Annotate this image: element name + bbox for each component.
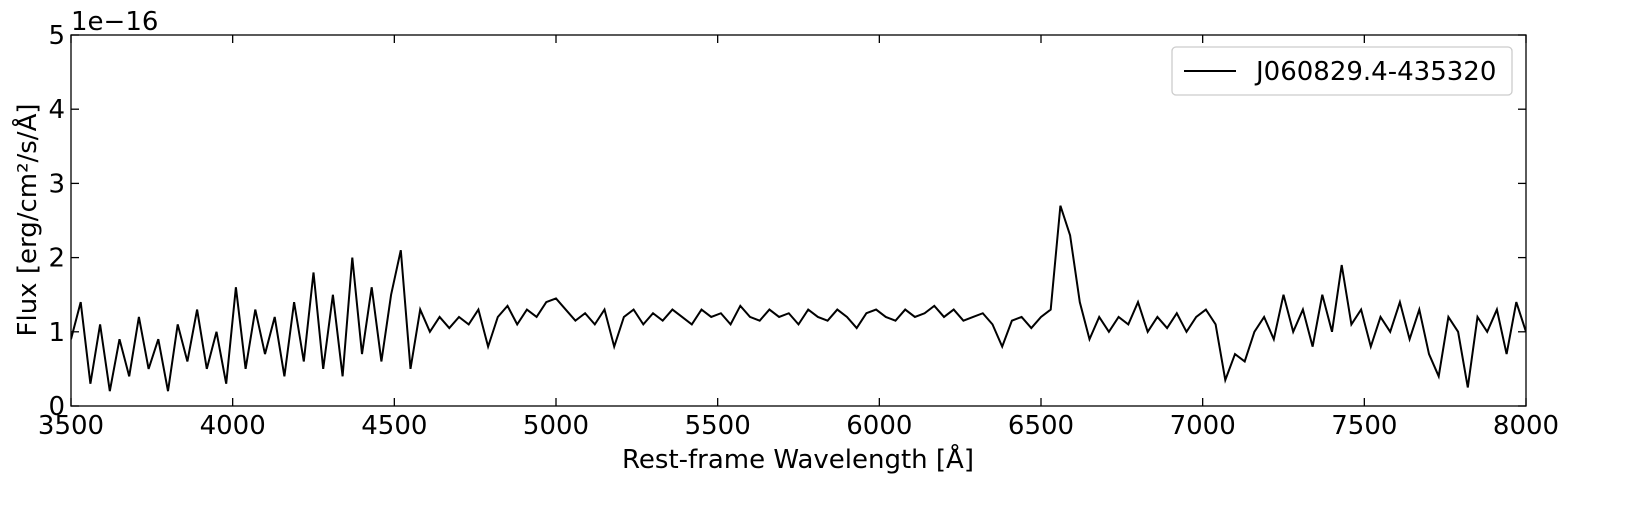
x-tick-label: 3500: [38, 411, 104, 441]
data-line: [71, 205, 1526, 392]
x-axis-label: Rest-frame Wavelength [Å]: [622, 443, 974, 475]
plot-frame: [70, 34, 1527, 407]
x-tick-label: 7000: [1170, 411, 1236, 441]
x-tick-label: 6000: [846, 411, 912, 441]
y-tick-label: 3: [48, 169, 65, 199]
y-tick-label: 1: [48, 318, 65, 348]
y-tick-label: 2: [48, 244, 65, 274]
x-tick-label: 5500: [685, 411, 751, 441]
legend-label: J060829.4-435320: [1254, 57, 1496, 87]
x-tick-label: 5000: [523, 411, 589, 441]
x-tick-label: 4000: [200, 411, 266, 441]
offset-text: 1e−16: [71, 7, 158, 37]
x-tick-label: 4500: [361, 411, 427, 441]
x-tick-label: 8000: [1493, 411, 1559, 441]
legend-box: [1171, 46, 1513, 96]
y-tick-label: 4: [48, 95, 65, 125]
y-tick-label: 5: [48, 21, 65, 51]
y-tick-label: 0: [48, 392, 65, 422]
y-axis-label: Flux [erg/cm²/s/Å]: [11, 104, 43, 337]
x-tick-label: 7500: [1331, 411, 1397, 441]
x-tick-label: 6500: [1008, 411, 1074, 441]
